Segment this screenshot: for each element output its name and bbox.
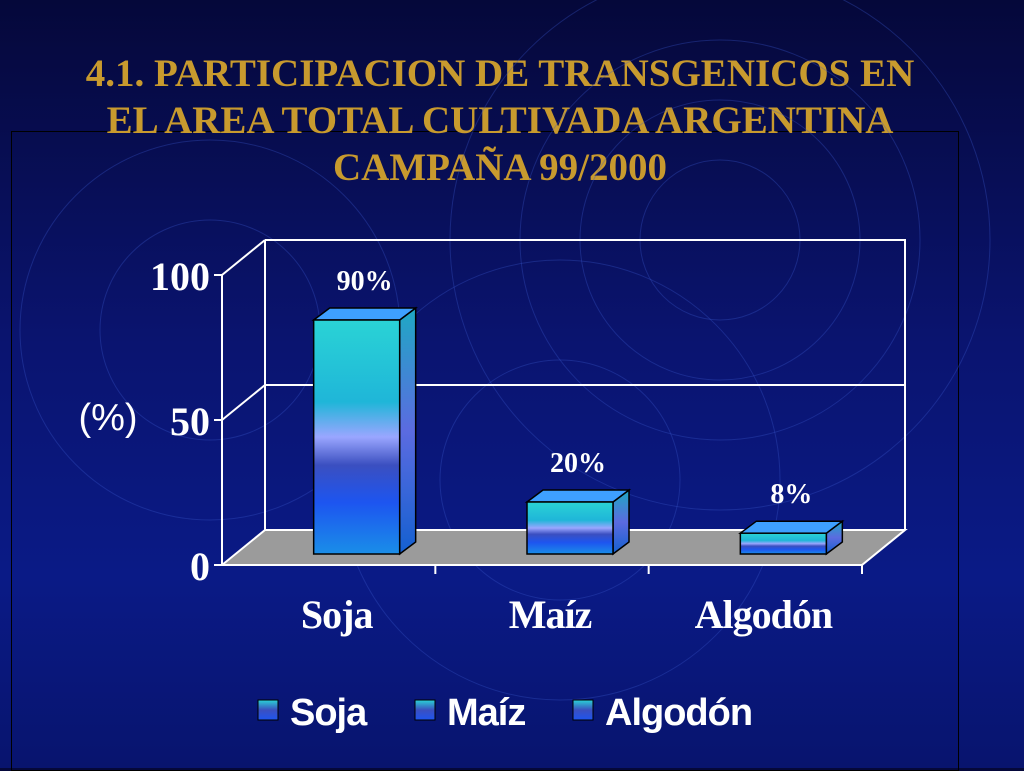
legend-label: Algodón <box>605 692 752 734</box>
x-tick-label: Soja <box>301 592 374 637</box>
gridline-diagonal <box>221 384 266 421</box>
data-label: 20% <box>550 448 606 479</box>
bar-algodón: 8% <box>738 479 845 556</box>
plot-area: 0 50 100 Soja Maíz Algodón 90% 20% 8% <box>150 239 908 637</box>
legend-label: Maíz <box>447 692 525 734</box>
bar-front <box>312 319 401 555</box>
background-circles <box>19 0 991 701</box>
y-tick-label: 0 <box>190 544 210 589</box>
title-line-1: 4.1. PARTICIPACION DE TRANSGENICOS EN <box>85 52 915 95</box>
legend: Soja Maíz Algodón <box>257 692 753 734</box>
bar-top <box>524 489 632 503</box>
bars: 90% 20% 8% <box>311 266 845 556</box>
y-tick-label: 100 <box>150 254 210 299</box>
data-label: 90% <box>337 266 393 297</box>
legend-swatch <box>414 699 436 721</box>
y-tick-label: 50 <box>170 399 210 444</box>
gridline-diagonal <box>221 239 266 276</box>
slide-title: 4.1. PARTICIPACION DE TRANSGENICOS EN EL… <box>0 50 1000 191</box>
data-label: 8% <box>770 479 812 510</box>
y-axis-label: (%) <box>78 397 137 439</box>
bar-front <box>739 532 828 555</box>
x-axis-ticks: Soja Maíz Algodón <box>301 565 863 637</box>
x-tick-label: Algodón <box>695 592 833 637</box>
bar-soja: 90% <box>311 266 418 556</box>
bar-front <box>526 501 614 555</box>
legend-swatch <box>572 699 594 721</box>
bar-side <box>398 306 417 556</box>
bar-maíz: 20% <box>524 448 632 556</box>
bar-top <box>738 520 845 534</box>
legend-label: Soja <box>290 692 368 734</box>
y-axis-ticks: 0 50 100 <box>150 254 222 589</box>
title-line-3: CAMPAÑA 99/2000 <box>333 146 667 189</box>
x-tick-label: Maíz <box>509 592 592 637</box>
bar-top <box>311 307 418 321</box>
legend-swatch <box>257 699 279 721</box>
title-line-2: EL AREA TOTAL CULTIVADA ARGENTINA <box>106 99 894 142</box>
